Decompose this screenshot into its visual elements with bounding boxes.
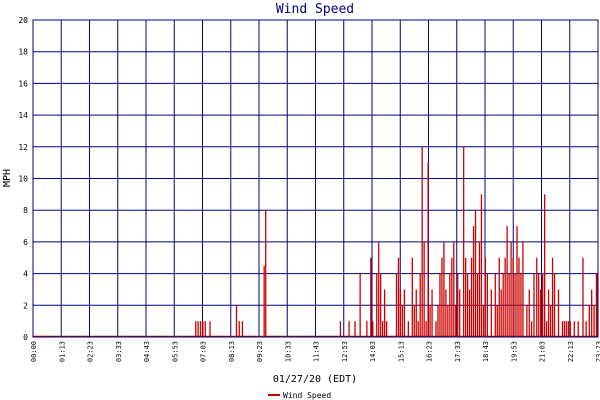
legend-label: Wind Speed xyxy=(283,391,331,400)
x-axis: 00:00 01:13 02:23 03:33 04:43 05:53 07:03 08:13… xyxy=(30,341,600,362)
y-tick-label: 8 xyxy=(23,206,28,215)
x-tick-label: 17:33 xyxy=(454,341,462,362)
x-tick-label: 23:23 xyxy=(595,341,600,362)
y-tick-label: 10 xyxy=(18,175,28,184)
y-tick-label: 6 xyxy=(23,238,28,247)
x-tick-label: 07:03 xyxy=(200,341,208,362)
y-tick-label: 12 xyxy=(18,143,28,152)
legend: Wind Speed xyxy=(268,391,331,400)
y-tick-label: 18 xyxy=(18,48,28,57)
x-tick-label: 12:53 xyxy=(341,341,349,362)
y-tick-label: 0 xyxy=(23,333,28,342)
x-tick-label: 11:43 xyxy=(313,341,321,362)
wind-speed-series xyxy=(33,146,599,338)
x-tick-label: 22:13 xyxy=(567,341,575,362)
y-tick-label: 2 xyxy=(23,301,28,310)
x-tick-label: 16:23 xyxy=(426,341,434,362)
x-tick-label: 21:03 xyxy=(539,341,547,362)
x-axis-label: 01/27/20 (EDT) xyxy=(273,374,357,385)
y-tick-label: 4 xyxy=(23,270,28,279)
x-tick-label: 15:13 xyxy=(397,341,405,362)
chart-title: Wind Speed xyxy=(276,2,354,17)
x-tick-label: 01:13 xyxy=(58,341,66,362)
x-tick-label: 08:13 xyxy=(228,341,236,362)
y-axis: 0 2 4 6 8 10 12 14 16 18 20 xyxy=(18,16,28,342)
y-tick-label: 16 xyxy=(18,79,28,88)
y-tick-label: 14 xyxy=(18,111,28,120)
x-tick-label: 18:43 xyxy=(482,341,490,362)
x-tick-label: 02:23 xyxy=(87,341,95,362)
x-tick-label: 14:03 xyxy=(369,341,377,362)
y-axis-label: MPH xyxy=(2,169,13,187)
x-tick-label: 03:33 xyxy=(115,341,123,362)
x-tick-label: 04:43 xyxy=(143,341,151,362)
x-tick-label: 10:33 xyxy=(284,341,292,362)
x-tick-label: 09:23 xyxy=(256,341,264,362)
x-tick-label: 00:00 xyxy=(30,341,38,362)
plot-frame xyxy=(32,19,599,338)
x-tick-label: 05:53 xyxy=(171,341,179,362)
x-tick-label: 19:53 xyxy=(510,341,518,362)
y-tick-label: 20 xyxy=(18,16,28,25)
